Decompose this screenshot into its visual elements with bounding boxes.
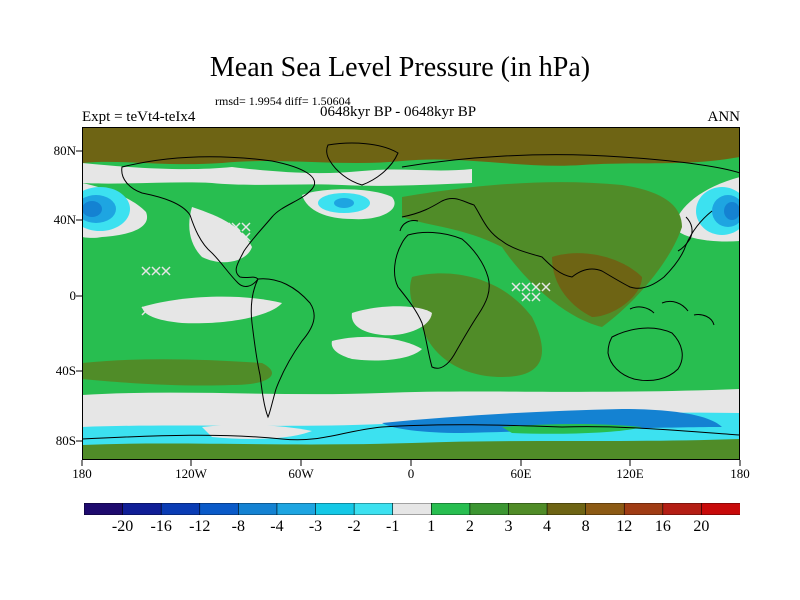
- colorbar-swatch-14: [623, 503, 664, 515]
- colorbar-swatch-13: [585, 503, 626, 515]
- north-atlantic-low-band: [82, 163, 472, 186]
- lon-label-120e: 120E: [616, 466, 644, 481]
- lon-label-180e: 180: [730, 466, 750, 481]
- colorbar-label: 1: [427, 518, 436, 535]
- colorbar-label: -16: [150, 518, 172, 535]
- colorbar-swatch-4: [238, 503, 278, 515]
- colorbar-swatch-3: [199, 503, 240, 515]
- colorbar-label: -4: [270, 518, 284, 535]
- colorbar-swatch-8: [392, 503, 433, 515]
- japan-coast: [677, 216, 693, 252]
- colorbar-swatch-12: [546, 503, 587, 515]
- north-america-neutral: [189, 207, 252, 263]
- experiment-label: Expt = teVt4-teIx4: [82, 109, 196, 125]
- lat-label-40n: 40N: [53, 212, 76, 227]
- lon-label-180w: 180: [72, 466, 92, 481]
- colorbar-swatch-9: [430, 503, 471, 515]
- lat-label-80s: 80S: [55, 433, 76, 448]
- eurasia-coast: [399, 154, 740, 289]
- colorbar: [84, 503, 740, 515]
- tropical-atlantic-neutral: [351, 306, 432, 336]
- coastlines: [82, 142, 740, 441]
- south-pacific-olive: [82, 359, 272, 386]
- colorbar-label: -20: [111, 518, 134, 535]
- colorbar-label: 20: [693, 518, 710, 535]
- north-america-coast: [121, 156, 315, 287]
- period-label: 0648kyr BP - 0648kyr BP: [320, 104, 477, 120]
- antarctic-olive: [82, 439, 740, 460]
- map-border: [82, 127, 740, 460]
- colorbar-label: 8: [581, 518, 590, 535]
- africa-indian-olive: [410, 273, 542, 377]
- colorbar-label: -2: [347, 518, 361, 535]
- lat-label-80n: 80N: [53, 143, 76, 158]
- australia-coast: [607, 327, 683, 382]
- colorbar-swatch-10: [469, 503, 510, 515]
- arctic-high-region: [82, 127, 740, 166]
- colorbar-label: 12: [616, 518, 633, 535]
- asia-plateau: [552, 253, 642, 317]
- colorbar-swatch-7: [353, 503, 394, 515]
- colorbar-swatch-0: [84, 503, 124, 515]
- lon-label-60e: 60E: [510, 466, 532, 481]
- africa-coast: [394, 231, 490, 369]
- season-label: ANN: [707, 109, 741, 125]
- axis-ticks: [76, 150, 741, 466]
- colorbar-label: 2: [465, 518, 474, 535]
- colorbar-label: -8: [231, 518, 245, 535]
- colorbar-swatch-15: [662, 503, 703, 515]
- lon-label-60w: 60W: [288, 466, 314, 481]
- lat-label-40s: 40S: [55, 363, 76, 378]
- colorbar-label: 16: [654, 518, 671, 535]
- colorbar-label: 4: [543, 518, 552, 535]
- stats-label: rmsd= 1.9954 diff= 1.50604: [215, 94, 351, 108]
- lon-label-120w: 120W: [175, 466, 207, 481]
- lon-label-0: 0: [407, 466, 415, 481]
- colorbar-swatch-16: [701, 503, 740, 515]
- colorbar-swatch-5: [276, 503, 317, 515]
- plot-title: Mean Sea Level Pressure (in hPa): [209, 52, 591, 83]
- pressure-map: [82, 127, 740, 460]
- colorbar-swatch-11: [508, 503, 548, 515]
- south-atlantic-neutral: [331, 336, 422, 361]
- colorbar-swatch-6: [315, 503, 355, 515]
- colorbar-swatch-1: [122, 503, 162, 515]
- south-america-coast: [250, 278, 315, 419]
- lat-label-0: 0: [69, 288, 77, 303]
- significance-hatching: [141, 222, 551, 316]
- colorbar-label: 3: [504, 518, 513, 535]
- colorbar-label: -3: [308, 518, 323, 535]
- antarctica-coast: [82, 424, 740, 441]
- tropical-pacific-neutral: [142, 296, 282, 324]
- indonesia-coast: [629, 300, 715, 326]
- colorbar-label: -12: [189, 518, 211, 535]
- greenland-coast: [326, 142, 399, 186]
- colorbar-swatch-2: [160, 503, 201, 515]
- colorbar-label: -1: [386, 518, 400, 535]
